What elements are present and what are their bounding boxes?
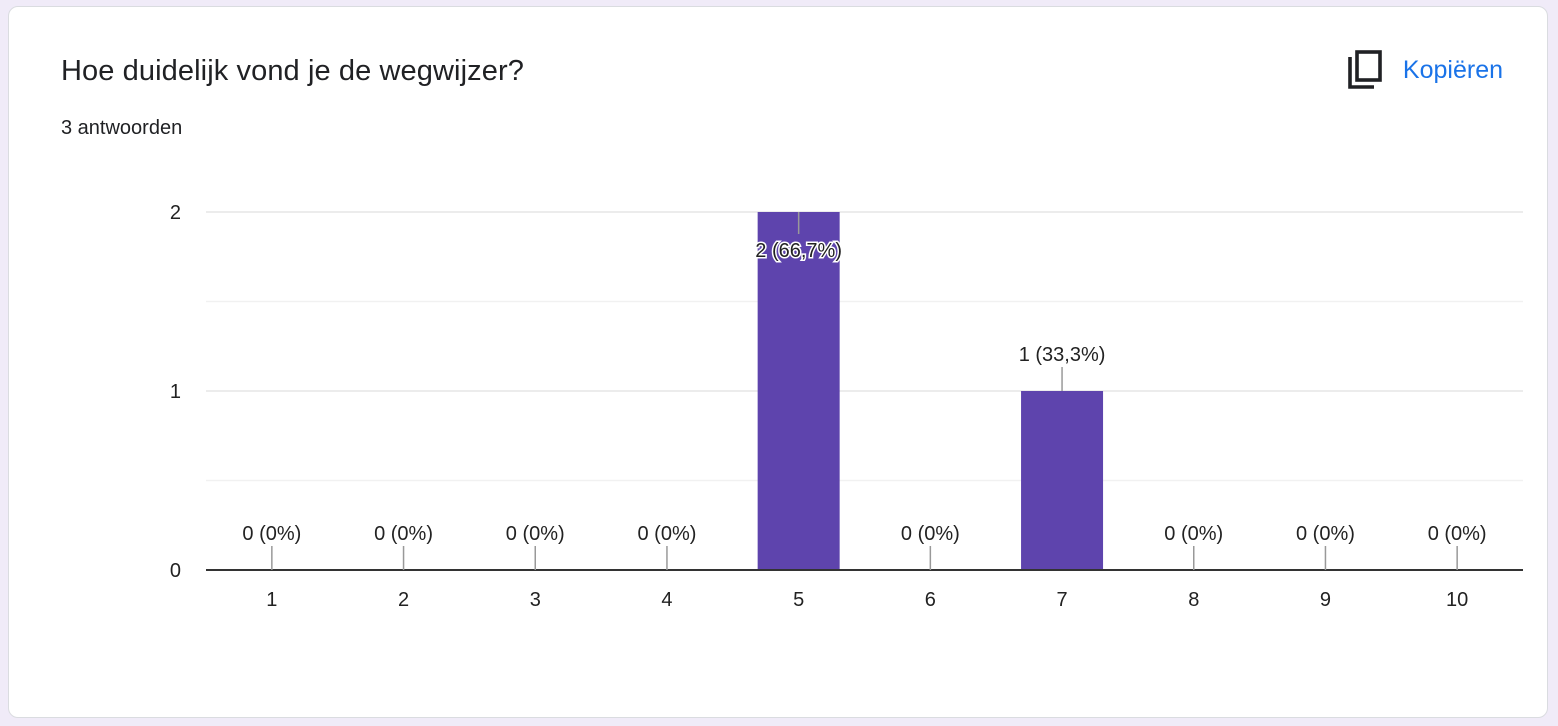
response-count: 3 antwoorden (61, 117, 183, 139)
bar (1021, 391, 1104, 570)
question-title: Hoe duidelijk vond je de wegwijzer? (61, 55, 524, 87)
data-label: 0 (0%) (506, 523, 565, 545)
x-tick-label: 1 (266, 589, 277, 611)
data-label: 1 (33,3%) (1019, 344, 1106, 366)
data-label: 0 (0%) (1296, 523, 1355, 545)
y-tick-label: 1 (170, 381, 181, 403)
x-tick-label: 2 (398, 589, 409, 611)
data-label: 0 (0%) (901, 523, 960, 545)
question-card: Hoe duidelijk vond je de wegwijzer? 3 an… (8, 6, 1548, 718)
data-label: 0 (0%) (637, 523, 696, 545)
x-tick-label: 6 (925, 589, 936, 611)
x-tick-label: 3 (530, 589, 541, 611)
data-label: 0 (0%) (1164, 523, 1223, 545)
data-label: 0 (0%) (1428, 523, 1487, 545)
data-label: 0 (0%) (242, 523, 301, 545)
copy-button-label: Kopiëren (1402, 55, 1503, 84)
data-label: 2 (66,7%) (755, 240, 842, 262)
x-tick-label: 10 (1446, 589, 1468, 611)
x-tick-label: 4 (661, 589, 672, 611)
copy-icon (1345, 48, 1385, 92)
x-tick-label: 5 (793, 589, 804, 611)
y-tick-label: 2 (170, 202, 181, 224)
x-tick-label: 7 (1056, 589, 1067, 611)
x-tick-label: 9 (1320, 589, 1331, 611)
y-tick-label: 0 (170, 560, 181, 582)
x-tick-label: 8 (1188, 589, 1199, 611)
copy-button[interactable]: Kopiëren (1345, 45, 1503, 95)
data-label: 0 (0%) (374, 523, 433, 545)
bar (757, 212, 840, 570)
